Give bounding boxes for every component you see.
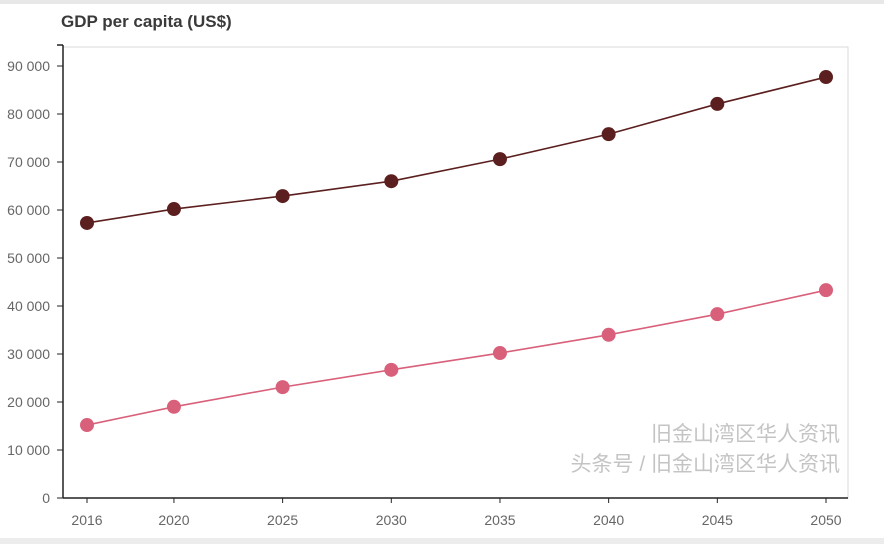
series-1-point bbox=[166, 202, 181, 217]
x-tick-label: 2045 bbox=[702, 512, 733, 528]
series-1-point bbox=[601, 127, 616, 142]
series-2-point bbox=[275, 380, 290, 395]
y-tick-label: 60 000 bbox=[7, 202, 50, 218]
series-2-point bbox=[166, 399, 181, 414]
x-tick-label: 2040 bbox=[593, 512, 624, 528]
x-tick-label: 2050 bbox=[810, 512, 841, 528]
chart-title: GDP per capita (US$) bbox=[61, 12, 232, 31]
y-tick-label: 0 bbox=[42, 490, 50, 506]
x-tick-label: 2025 bbox=[267, 512, 298, 528]
series-2-point bbox=[80, 418, 94, 433]
series-1-point bbox=[384, 174, 399, 189]
y-tick-label: 30 000 bbox=[7, 346, 50, 362]
y-tick-label: 80 000 bbox=[7, 106, 50, 122]
bottom-border bbox=[0, 538, 884, 544]
watermark-line1: 旧金山湾区华人资讯 bbox=[651, 423, 840, 446]
y-tick-label: 70 000 bbox=[7, 154, 50, 170]
series-2-line bbox=[86, 289, 827, 426]
series-1-point bbox=[819, 70, 833, 85]
series-1-point bbox=[80, 215, 94, 230]
top-border bbox=[0, 0, 884, 4]
x-tick-label: 2030 bbox=[376, 512, 407, 528]
series-2-point bbox=[384, 362, 399, 377]
y-tick-label: 40 000 bbox=[7, 298, 50, 314]
y-tick-label: 20 000 bbox=[7, 394, 50, 410]
series-2-point bbox=[710, 307, 725, 322]
y-tick-label: 10 000 bbox=[7, 442, 50, 458]
series-2-point bbox=[601, 327, 616, 342]
series-2-point bbox=[819, 283, 833, 298]
series-1-point bbox=[492, 152, 507, 167]
series-1-point bbox=[710, 96, 725, 111]
y-tick-label: 90 000 bbox=[7, 58, 50, 74]
series-1-point bbox=[275, 189, 290, 204]
series-2-point bbox=[492, 346, 507, 361]
x-tick-label: 2035 bbox=[484, 512, 515, 528]
series-1-line bbox=[86, 76, 827, 224]
watermark-line2: 头条号 / 旧金山湾区华人资讯 bbox=[570, 453, 840, 476]
x-tick-label: 2020 bbox=[158, 512, 189, 528]
x-tick-label: 2016 bbox=[71, 512, 102, 528]
y-tick-label: 50 000 bbox=[7, 250, 50, 266]
